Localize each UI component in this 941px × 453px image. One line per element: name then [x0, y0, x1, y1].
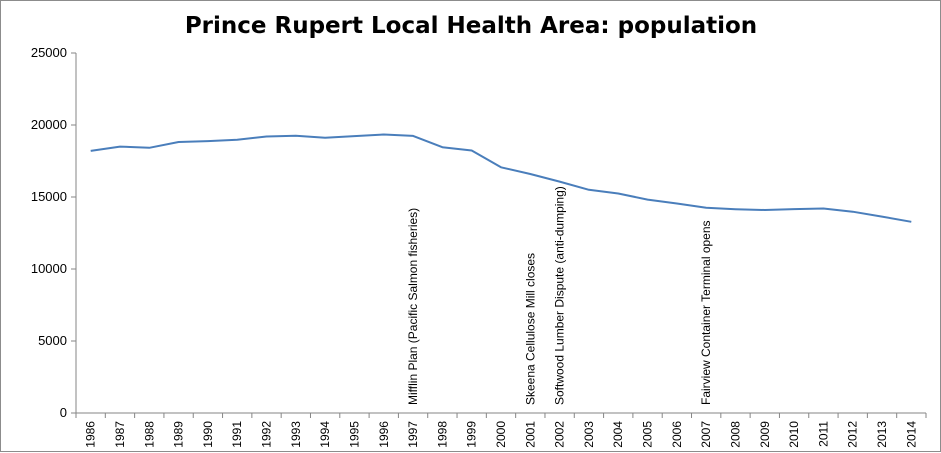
x-tick-label: 1999	[465, 421, 479, 448]
x-tick-label: 1992	[260, 421, 274, 448]
x-tick-label: 2008	[728, 421, 742, 448]
x-tick-label: 1994	[318, 421, 332, 448]
x-tick-label: 2012	[846, 421, 860, 448]
x-tick-label: 2009	[758, 421, 772, 448]
y-axis-ticks: 0 5000 10000 15000 20000 25000	[31, 45, 76, 420]
x-tick-label: 2010	[787, 421, 801, 448]
annotation-label: Skeena Cellulose Mill closes	[523, 253, 537, 405]
x-tick-label: 1988	[142, 421, 156, 448]
x-tick-label: 2013	[875, 421, 889, 448]
x-tick-label: 2002	[553, 421, 567, 448]
series-group	[90, 133, 912, 223]
x-axis-ticks: 1986 1987 1988 1989 1990 1991 1992 1993 1994 1995…	[75, 413, 927, 448]
x-tick-label: 1995	[347, 421, 361, 448]
y-tick-label: 10000	[31, 261, 67, 276]
x-tick-label: 1996	[377, 421, 391, 448]
annotation-label: Fairview Container Terminal opens	[699, 220, 713, 405]
x-tick-label: 2000	[494, 421, 508, 448]
x-tick-label: 1991	[230, 421, 244, 448]
y-tick-label: 5000	[38, 333, 67, 348]
x-tick-label: 2007	[699, 421, 713, 448]
y-tick-label: 0	[60, 405, 67, 420]
y-tick-label: 20000	[31, 117, 67, 132]
x-tick-label: 1990	[201, 421, 215, 448]
x-tick-label: 2004	[611, 421, 625, 448]
x-tick-label: 1998	[435, 421, 449, 448]
population-series-line	[90, 133, 912, 223]
x-tick-label: 1993	[289, 421, 303, 448]
x-tick-label: 2005	[641, 421, 655, 448]
x-tick-label: 2014	[904, 421, 918, 448]
x-tick-label: 2011	[816, 421, 830, 447]
annotation-label: Mifflin Plan (Pacific Salmon fisheries)	[406, 208, 420, 405]
chart-title: Prince Rupert Local Health Area: populat…	[185, 13, 757, 39]
x-tick-label: 1997	[406, 421, 420, 448]
x-tick-label: 1989	[172, 421, 186, 448]
x-tick-label: 2001	[523, 421, 537, 448]
x-tick-label: 1986	[84, 421, 98, 448]
x-tick-label: 2003	[582, 421, 596, 448]
x-tick-label: 1987	[113, 421, 127, 448]
annotation-label: Softwood Lumber Dispute (anti-dumping)	[553, 186, 567, 405]
y-tick-label: 15000	[31, 189, 67, 204]
x-tick-label: 2006	[670, 421, 684, 448]
chart-axes	[75, 53, 926, 414]
annotations-group: Mifflin Plan (Pacific Salmon fisheries) S…	[406, 186, 713, 405]
y-tick-label: 25000	[31, 45, 67, 60]
